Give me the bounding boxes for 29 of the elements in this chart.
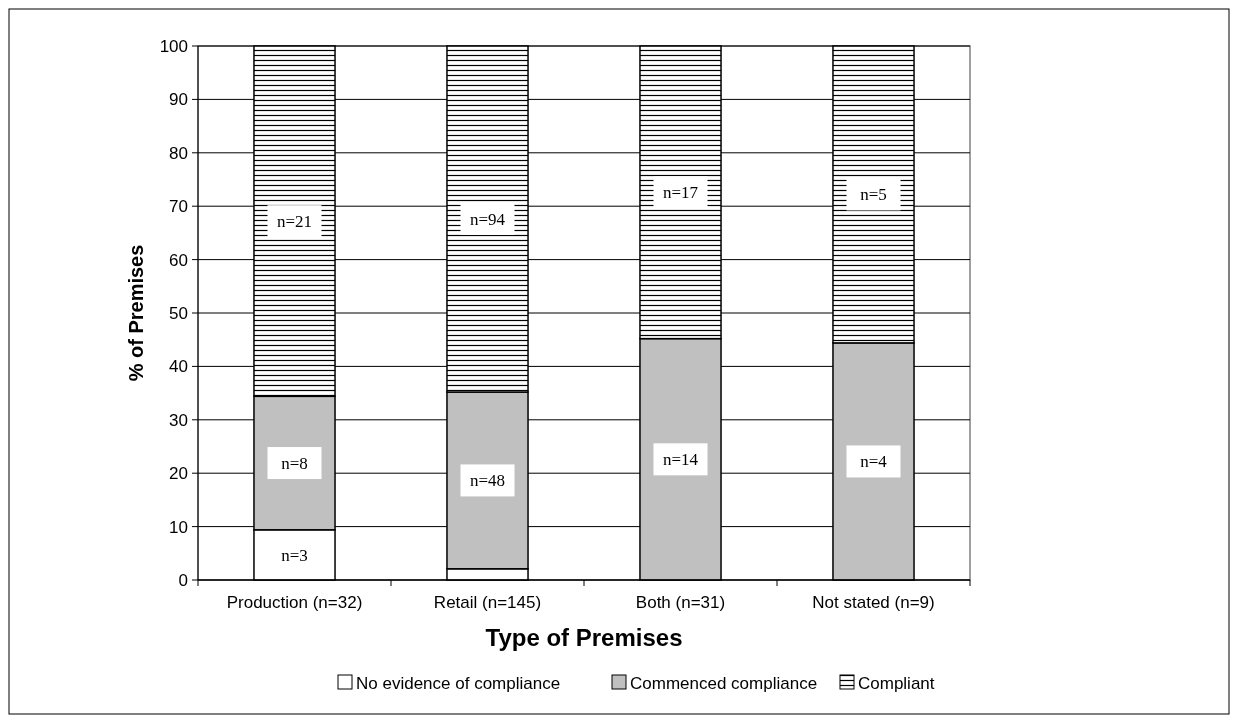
y-tick-label: 90 [169, 90, 188, 110]
y-tick-label: 40 [169, 357, 188, 377]
y-tick-label: 80 [169, 143, 188, 163]
x-axis-title: Type of Premises [485, 624, 683, 651]
annotation: n=4 [860, 452, 888, 472]
annotation: n=17 [662, 183, 699, 203]
annotation: n=21 [276, 212, 313, 232]
annotation: n=94 [469, 209, 506, 229]
y-tick-label: 30 [169, 410, 188, 430]
annotation: n=3 [281, 545, 308, 565]
x-tick-label: Retail (n=145) [433, 593, 542, 612]
y-tick-label: 10 [169, 517, 188, 537]
y-tick-label: 70 [169, 197, 188, 217]
x-tick-label: Not stated (n=9) [812, 593, 935, 612]
annotation: n=14 [662, 450, 699, 470]
y-tick-label: 0 [178, 570, 188, 590]
y-tick-label: 20 [169, 464, 188, 484]
annotation: n=48 [469, 471, 506, 491]
y-tick-label: 50 [169, 303, 188, 323]
legend-label: Compliant [858, 673, 935, 693]
legend-label: Commenced compliance [630, 673, 818, 693]
legend-label: No evidence of compliance [356, 673, 561, 693]
y-tick-label: 60 [169, 250, 188, 270]
annotation: n=8 [281, 454, 308, 473]
y-axis-title: % of Premises [125, 244, 147, 382]
annotation: n=5 [860, 185, 887, 205]
x-tick-label: Both (n=31) [635, 593, 726, 612]
x-tick-label: Production (n=32) [226, 593, 363, 612]
y-tick-label: 100 [159, 36, 188, 56]
